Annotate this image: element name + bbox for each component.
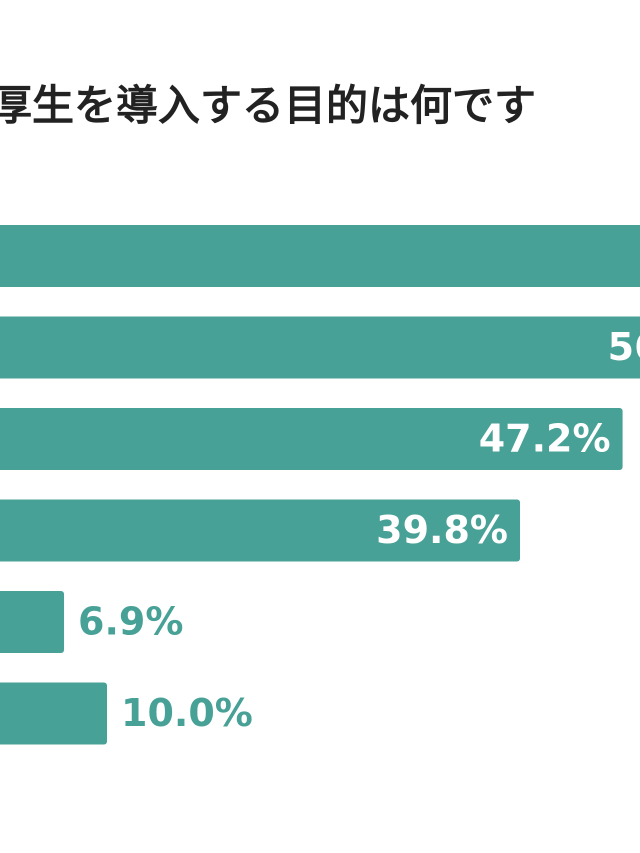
value-label: 6.9% — [78, 600, 183, 644]
value-label: 47.2% — [479, 417, 611, 461]
bar — [0, 591, 65, 653]
chart-title: 厚生を導入する目的は何です — [0, 81, 536, 130]
bar — [0, 225, 640, 287]
bar — [0, 499, 521, 562]
bar — [0, 682, 107, 745]
value-label: 39.8% — [376, 508, 508, 552]
bar — [0, 408, 623, 470]
value-label: 10.0% — [121, 691, 253, 735]
value-label: 56.5% — [608, 325, 640, 369]
bar — [0, 316, 640, 379]
